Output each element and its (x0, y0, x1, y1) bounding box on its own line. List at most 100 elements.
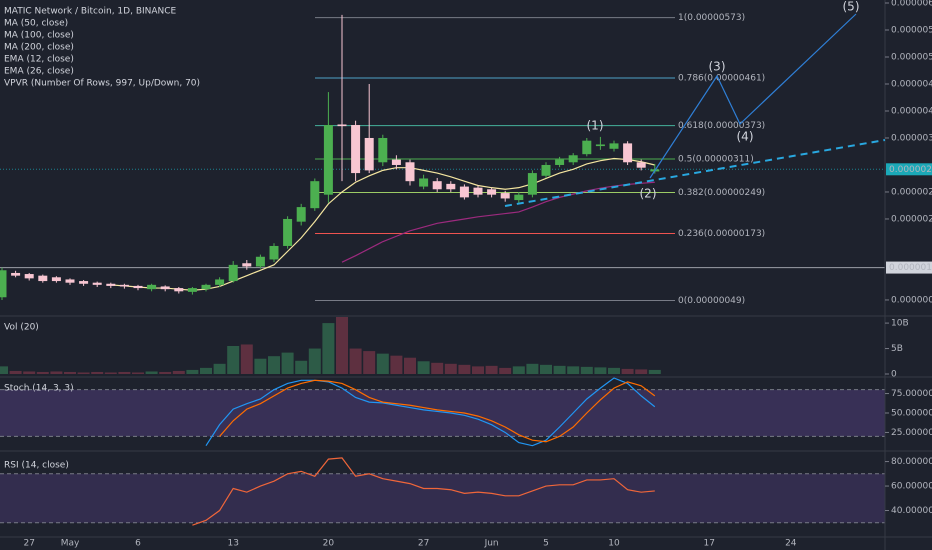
candle-body (487, 189, 497, 195)
volume-bar (36, 371, 49, 374)
candle-body (51, 277, 61, 282)
price-tag (886, 261, 932, 274)
candle-body (568, 155, 578, 163)
candle-body (378, 137, 388, 163)
volume-bar (608, 367, 620, 374)
volume-bar (390, 355, 403, 374)
candle-body (160, 286, 170, 290)
candle-body (11, 272, 21, 276)
x-tick-label: 20 (323, 539, 335, 549)
price-tag (886, 163, 932, 176)
wave-label: (4) (737, 130, 754, 144)
x-tick-label: May (61, 539, 80, 549)
wave-label: (5) (843, 0, 860, 14)
candle-body (405, 162, 415, 182)
volume-bar (118, 371, 131, 374)
candle-body (432, 181, 442, 190)
candle-body (0, 270, 7, 298)
volume-bar (308, 348, 321, 374)
volume-bar (132, 372, 144, 374)
volume-bar (580, 366, 593, 374)
candle-body (582, 140, 592, 155)
candle-body (187, 288, 197, 292)
volume-bar (200, 367, 212, 374)
y-tick-label: 60.00000 (891, 482, 932, 492)
volume-bar (512, 366, 525, 374)
x-tick-label: 27 (23, 539, 34, 549)
volume-bar (50, 371, 63, 374)
y-tick-label: 5B (891, 344, 903, 354)
fib-label: 0.618(0.00000373) (678, 121, 765, 131)
x-tick-label: Jun (484, 539, 499, 549)
panel-title: Stoch (14, 3, 3) (4, 384, 74, 394)
volume-bar (567, 366, 580, 374)
price-tag-label: 0.00000110 (889, 263, 932, 273)
candle-body (595, 144, 605, 147)
y-tick-label: 0.00000400 (891, 106, 932, 116)
x-tick-label: 17 (703, 539, 714, 549)
y-tick-label: 0.00000250 (891, 187, 932, 197)
y-tick-label: 0.00000600 (891, 0, 932, 9)
candle-body (38, 275, 48, 282)
y-tick-label: 0 (891, 370, 897, 380)
volume-bar (336, 316, 348, 374)
candle-body (623, 143, 633, 163)
candle-body (473, 187, 483, 195)
y-tick-label: 50.00000 (891, 409, 932, 419)
volume-bar (0, 366, 8, 374)
y-tick-label: 0.00000050 (891, 295, 932, 305)
candle-body (215, 279, 225, 285)
candle-body (555, 159, 565, 165)
candle-body (500, 193, 510, 199)
volume-bar (363, 351, 376, 374)
candle-body (446, 183, 456, 190)
volume-bar (23, 371, 36, 374)
volume-bar (458, 364, 471, 374)
candle-body (364, 137, 374, 171)
candle-body (337, 124, 347, 127)
fib-label: 0(0.00000049) (678, 296, 745, 306)
x-tick-label: 5 (543, 539, 549, 549)
y-tick-label: 25.00000 (891, 428, 932, 438)
candle-body (133, 285, 143, 289)
volume-bar (77, 372, 90, 374)
panel-title: Vol (20) (4, 323, 39, 333)
volume-bar (349, 348, 362, 374)
indicator-line (205, 377, 656, 447)
y-tick-label: 0.00000450 (891, 79, 932, 89)
volume-bar (9, 370, 22, 374)
indicator-legend: MA (200, close) (4, 43, 74, 53)
volume-bar (540, 364, 552, 374)
x-tick-label: 6 (135, 539, 141, 549)
candle-body (609, 143, 619, 149)
y-tick-label: 40.00000 (891, 506, 932, 516)
x-tick-label: 13 (227, 539, 238, 549)
volume-bar (295, 360, 308, 374)
volume-bar (485, 365, 498, 374)
volume-bar (404, 357, 416, 374)
fib-label: 0.786(0.00000461) (678, 74, 765, 84)
indicator-line (219, 379, 656, 443)
volume-bar (472, 366, 484, 374)
volume-bar (526, 363, 539, 374)
indicator-legend: MA (100, close) (4, 31, 74, 41)
candle-body (459, 186, 469, 198)
volume-bar (553, 365, 566, 374)
panel-title: RSI (14, close) (4, 461, 69, 471)
volume-bar (254, 358, 267, 374)
fib-label: 0.382(0.00000249) (678, 188, 765, 198)
volume-bar (145, 371, 158, 374)
candle-body (419, 178, 429, 187)
candle-body (147, 284, 157, 290)
x-tick-label: 10 (608, 539, 620, 549)
candle-body (228, 264, 238, 282)
fib-label: 0.5(0.00000311) (678, 155, 754, 165)
volume-bar (648, 369, 661, 374)
candle-body (269, 245, 279, 260)
fib-label: 0.236(0.00000173) (678, 229, 765, 239)
volume-bar (322, 323, 335, 374)
moving-average (110, 157, 655, 291)
volume-bar (376, 353, 389, 374)
